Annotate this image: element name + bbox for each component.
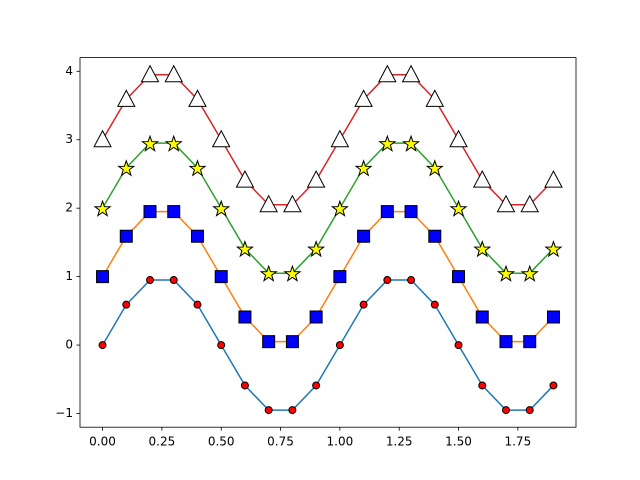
marker [164, 134, 183, 152]
marker [496, 194, 516, 213]
x-tick-label: 1.75 [504, 435, 531, 449]
marker [93, 129, 112, 148]
marker [146, 276, 155, 285]
marker [354, 159, 373, 177]
marker [98, 341, 107, 350]
marker [378, 134, 397, 152]
marker [501, 406, 510, 415]
marker [425, 89, 445, 107]
marker [214, 270, 228, 284]
marker [549, 381, 558, 390]
x-tick-label: 0.00 [89, 435, 116, 449]
marker [475, 310, 489, 324]
marker [190, 229, 204, 243]
marker [285, 335, 299, 349]
marker [449, 129, 468, 148]
marker [383, 276, 392, 285]
marker [401, 134, 421, 152]
marker [283, 264, 302, 282]
marker [143, 205, 157, 219]
marker [496, 264, 516, 282]
marker [544, 240, 563, 258]
y-tick-label: 0 [65, 338, 73, 352]
y-tick-label: 2 [65, 201, 73, 215]
y-tick-label: 1 [65, 269, 73, 283]
marker [235, 240, 254, 258]
marker [357, 229, 371, 243]
x-tick-label: 0.25 [149, 435, 176, 449]
marker [499, 335, 513, 349]
marker [472, 170, 492, 188]
marker [401, 64, 421, 83]
marker [193, 300, 202, 309]
marker [288, 406, 297, 415]
marker [520, 194, 540, 213]
marker [164, 64, 184, 83]
x-tick-label: 1.00 [327, 435, 354, 449]
x-tick-label: 1.50 [445, 435, 472, 449]
marker [238, 310, 252, 324]
marker [140, 134, 160, 152]
marker [116, 89, 136, 107]
marker [169, 276, 178, 285]
marker [264, 406, 273, 415]
marker [167, 205, 181, 219]
marker [117, 159, 136, 177]
marker [452, 270, 466, 284]
marker [140, 64, 160, 83]
marker [335, 341, 344, 350]
marker [430, 300, 439, 309]
marker [217, 341, 226, 350]
marker [235, 170, 255, 188]
marker [359, 300, 368, 309]
marker [428, 229, 442, 243]
marker [240, 381, 249, 390]
marker [259, 194, 279, 213]
marker [312, 381, 321, 390]
marker [380, 205, 394, 219]
marker [283, 194, 302, 213]
marker [525, 406, 534, 415]
marker [188, 89, 207, 107]
x-tick-label: 0.75 [267, 435, 294, 449]
marker [407, 276, 416, 285]
marker [404, 205, 418, 219]
marker [478, 381, 487, 390]
marker [306, 170, 326, 188]
marker [119, 229, 133, 243]
marker [330, 129, 350, 148]
marker [188, 159, 207, 177]
marker [520, 264, 539, 282]
marker [93, 199, 112, 217]
marker [330, 199, 349, 217]
marker [211, 129, 231, 148]
plot-frame [79, 57, 577, 428]
marker [544, 170, 563, 188]
marker [122, 300, 131, 309]
marker [523, 335, 537, 349]
marker [354, 89, 373, 107]
series-line [101, 279, 554, 411]
marker [259, 264, 278, 282]
marker [473, 240, 492, 258]
marker [309, 310, 323, 324]
marker [307, 240, 326, 258]
marker [546, 310, 560, 324]
marker [262, 335, 276, 349]
x-tick-label: 1.25 [386, 435, 413, 449]
marker [454, 341, 463, 350]
marker [449, 199, 468, 217]
x-tick-label: 0.50 [208, 435, 235, 449]
marker [425, 159, 444, 177]
marker [377, 64, 397, 83]
marker [333, 270, 347, 284]
y-tick-label: 3 [65, 132, 73, 146]
y-tick-label: 4 [65, 64, 73, 78]
y-tick-label: −1 [55, 406, 73, 420]
marker [212, 199, 231, 217]
marker [96, 270, 110, 284]
